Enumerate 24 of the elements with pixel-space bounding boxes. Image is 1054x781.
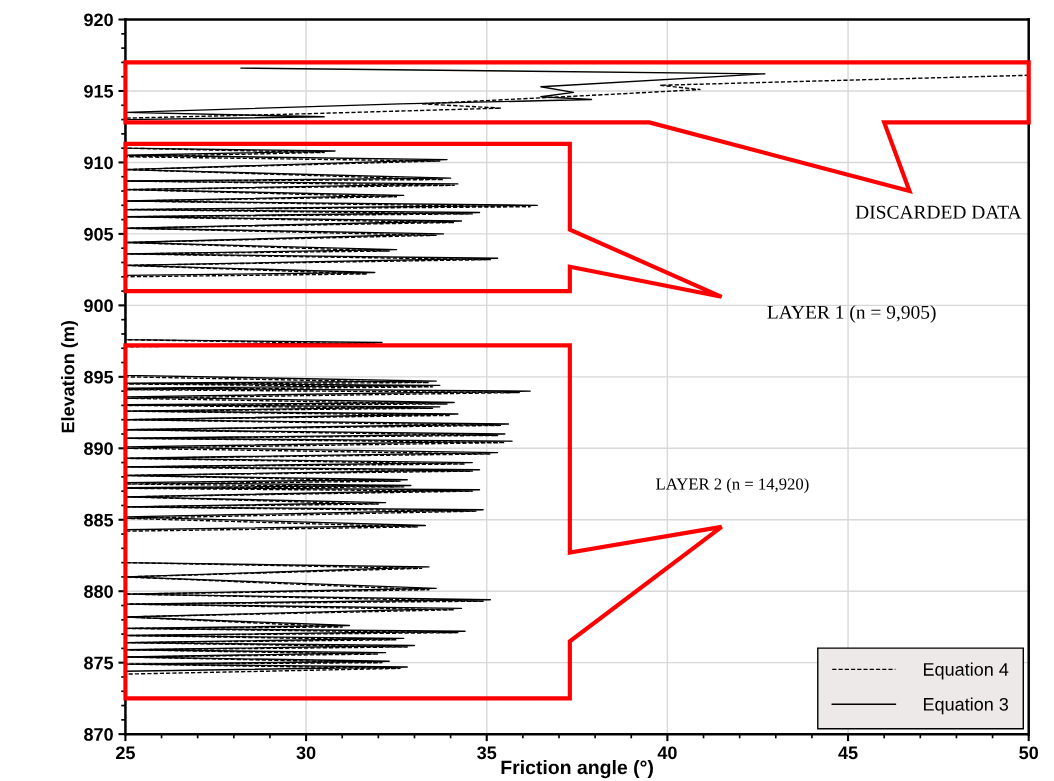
y-tick-label: 910 (84, 156, 113, 170)
x-tick-label: 35 (477, 746, 497, 760)
y-tick-label: 890 (84, 442, 113, 456)
y-tick-label: 900 (84, 299, 113, 313)
legend-label: Equation 4 (923, 662, 1009, 680)
y-tick-label: 920 (84, 13, 113, 27)
y-tick-label: 905 (84, 227, 114, 241)
x-tick-label: 25 (116, 746, 135, 760)
y-tick-label: 870 (84, 728, 113, 741)
y-tick-label: 915 (84, 84, 114, 98)
y-axis-title: Elevation (m) (61, 321, 78, 433)
x-tick-label: 30 (296, 746, 316, 760)
annotation: LAYER 2 (n = 14,920) (656, 477, 809, 494)
x-tick-label: 40 (657, 746, 677, 760)
legend-label: Equation 3 (923, 697, 1009, 715)
y-tick-label: 895 (84, 370, 114, 384)
annotation: DISCARDED DATA (855, 205, 1022, 219)
y-tick-label: 880 (84, 585, 113, 598)
x-tick-label: 45 (838, 746, 858, 760)
x-axis-title: Friction angle (°) (501, 760, 653, 779)
x-tick-label: 50 (1019, 746, 1039, 760)
annotation: LAYER 1 (n = 9,905) (767, 305, 936, 323)
y-tick-label: 875 (84, 656, 114, 670)
y-tick-label: 885 (84, 513, 114, 527)
